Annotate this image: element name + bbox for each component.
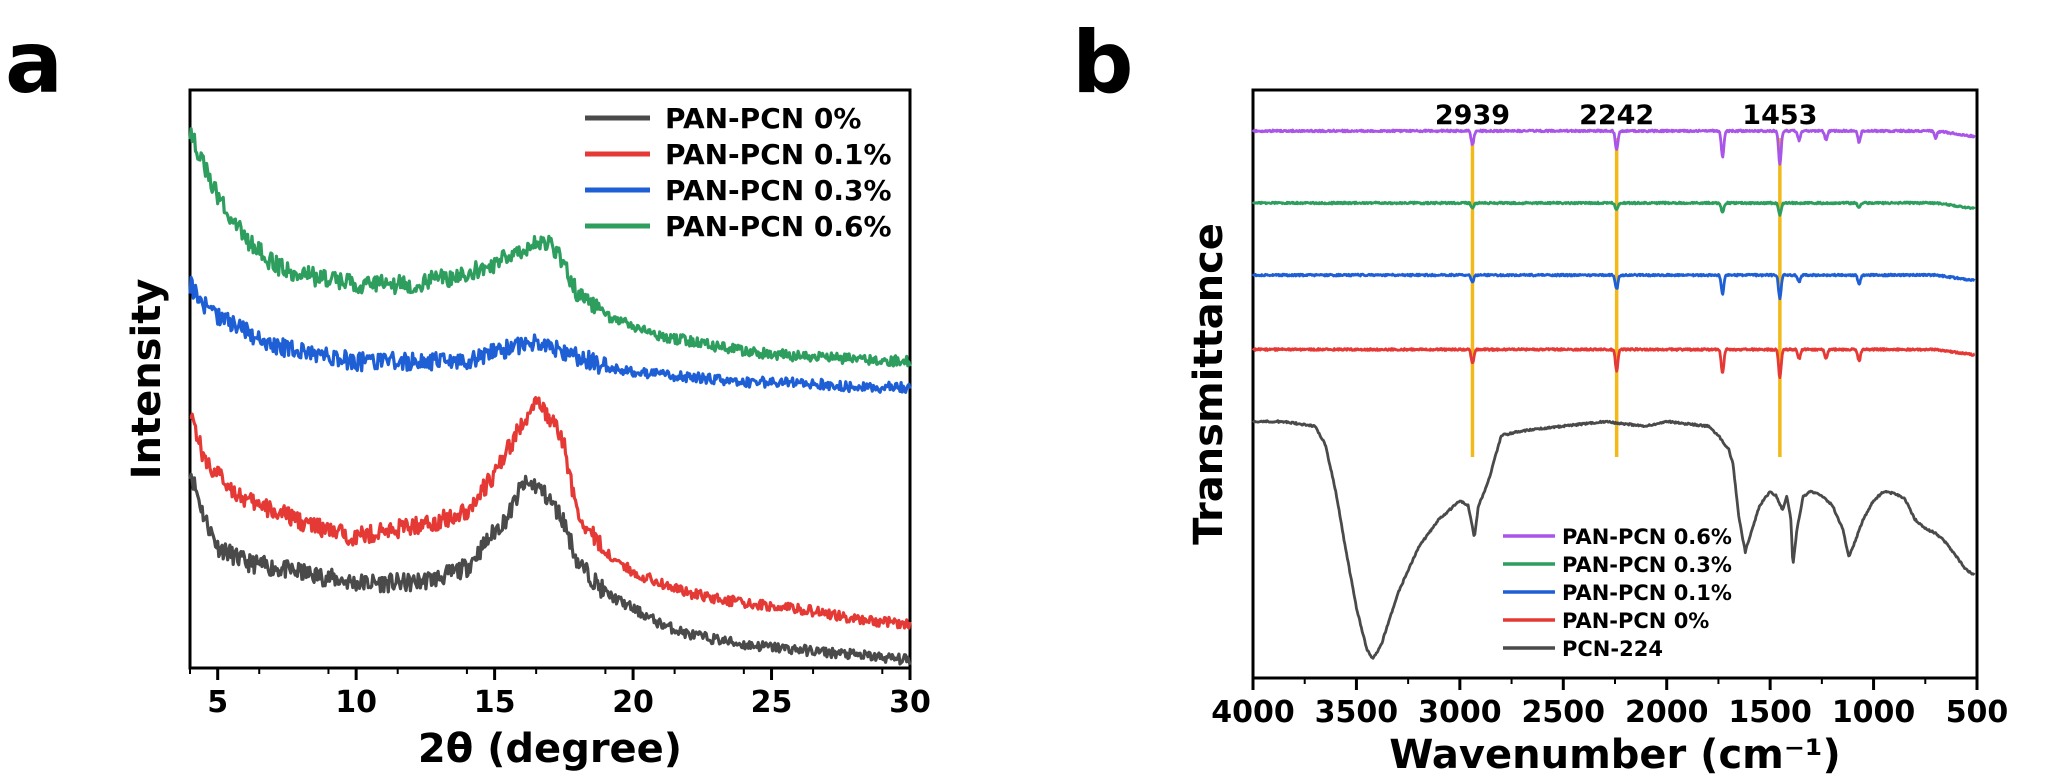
panel-a-x-tick-label: 5 xyxy=(207,685,228,720)
panel-a-series xyxy=(188,127,912,666)
panel-b-annotations: 2939 2242 1453 xyxy=(1435,100,1817,457)
panel-b-series-line-pan-pcn-0-3 xyxy=(1251,200,1976,217)
panel-a-series-line-pan-pcn-0 xyxy=(188,472,912,666)
panel-a-legend-label: PAN-PCN 0.6% xyxy=(665,210,892,243)
panel-b-x-axis-title: Wavenumber (cm⁻¹) xyxy=(1389,732,1841,778)
panel-a-x-tick-label: 20 xyxy=(612,685,654,720)
panel-a: a 5 10 15 20 25 30 PAN-PCN 0%PAN-PCN 0.1%PAN-… xyxy=(5,13,931,772)
panel-b-series-line-pan-pcn-0-1 xyxy=(1251,272,1976,301)
panel-b-x-ticks: 4000 3500 3000 2500 2000 1500 1000 500 xyxy=(1211,678,2008,730)
panel-a-letter: a xyxy=(5,13,63,113)
panel-a-legend-label: PAN-PCN 0.3% xyxy=(665,174,892,207)
panel-a-series-line-pan-pcn-0-1 xyxy=(189,396,912,630)
panel-a-x-axis-title: 2θ (degree) xyxy=(418,726,682,772)
panel-b-legend-label: PAN-PCN 0.3% xyxy=(1562,553,1732,577)
panel-b-series xyxy=(1251,128,1976,660)
panel-b-x-tick-label: 2000 xyxy=(1625,695,1709,730)
panel-b-legend-label: PCN-224 xyxy=(1562,637,1663,661)
panel-b-x-tick-label: 2500 xyxy=(1522,695,1606,730)
panel-b-series-line-pcn-224 xyxy=(1251,419,1976,660)
panel-a-series-line-pan-pcn-0-3 xyxy=(188,275,912,394)
panel-b-annotation-label: 1453 xyxy=(1742,100,1817,131)
panel-b-legend-label: PAN-PCN 0.6% xyxy=(1562,525,1732,549)
panel-a-legend: PAN-PCN 0%PAN-PCN 0.1%PAN-PCN 0.3%PAN-PC… xyxy=(585,102,892,243)
panel-a-legend-label: PAN-PCN 0% xyxy=(665,102,861,135)
panel-b: b 4000 3500 3000 2500 2000 1500 1000 500 2939 22… xyxy=(1072,13,2008,778)
panel-a-x-tick-label: 10 xyxy=(335,685,377,720)
panel-a-legend-label: PAN-PCN 0.1% xyxy=(665,138,892,171)
panel-b-x-tick-label: 3000 xyxy=(1418,695,1502,730)
panel-b-x-tick-label: 1000 xyxy=(1832,695,1916,730)
panel-a-series-line-pan-pcn-0-6 xyxy=(188,127,912,368)
panel-b-letter: b xyxy=(1072,13,1134,113)
panel-a-x-tick-label: 30 xyxy=(889,685,931,720)
panel-b-legend-label: PAN-PCN 0.1% xyxy=(1562,581,1732,605)
panel-b-series-line-pan-pcn-0-6 xyxy=(1251,128,1976,166)
panel-b-annotation-label: 2242 xyxy=(1579,100,1654,131)
panel-b-y-axis-title: Transmittance xyxy=(1186,223,1232,545)
panel-b-annotation-label: 2939 xyxy=(1435,100,1510,131)
panel-b-legend-label: PAN-PCN 0% xyxy=(1562,609,1709,633)
panel-a-frame xyxy=(188,88,912,670)
panel-b-legend: PAN-PCN 0.6% PAN-PCN 0.3% PAN-PCN 0.1% PAN-… xyxy=(1503,525,1732,661)
panel-b-series-line-pan-pcn-0 xyxy=(1251,347,1976,380)
panel-a-x-ticks: 5 10 15 20 25 30 xyxy=(189,668,931,720)
panel-b-x-tick-label: 4000 xyxy=(1211,695,1295,730)
panel-b-x-tick-label: 3500 xyxy=(1315,695,1399,730)
panel-b-x-tick-label: 1500 xyxy=(1728,695,1812,730)
panel-a-y-axis-title: Intensity xyxy=(124,279,170,480)
panel-a-x-tick-label: 15 xyxy=(474,685,516,720)
panel-b-x-tick-label: 500 xyxy=(1946,695,2009,730)
panel-a-x-tick-label: 25 xyxy=(751,685,793,720)
